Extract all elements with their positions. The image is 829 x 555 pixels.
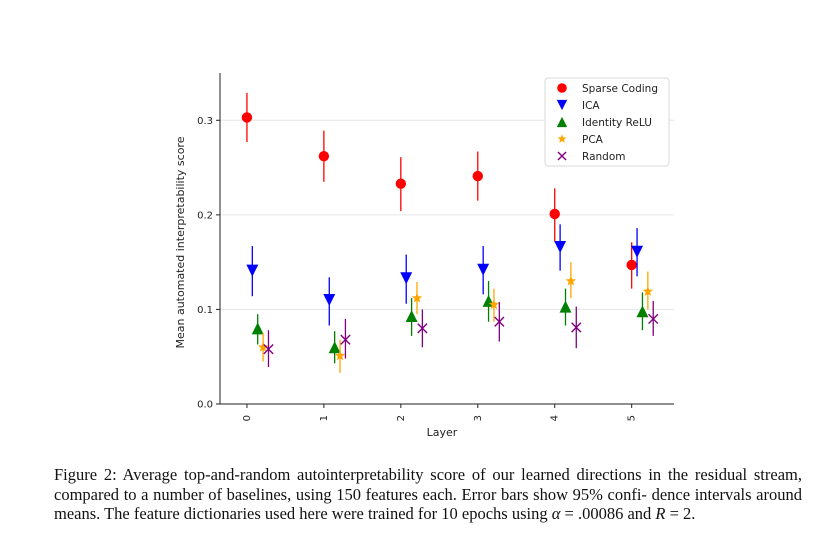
x-tick-label: 2 [396, 415, 407, 421]
x-tick-label: 0 [242, 415, 253, 421]
point-ica [400, 272, 413, 285]
chart-svg: 0.0 0.1 0.2 0.3 0 1 2 3 4 5 Layer Mean automated in… [174, 73, 674, 439]
point-identity-relu [559, 300, 572, 313]
legend-box [544, 77, 670, 167]
legend-label-sparse-coding: Sparse Coding [582, 83, 658, 95]
point-ica [554, 241, 567, 253]
legend-label-ica: ICA [582, 100, 600, 112]
legend-marker-identity-relu [556, 116, 568, 128]
point-pca [642, 286, 654, 296]
y-tick-label: 0.3 [197, 116, 213, 127]
point-random [417, 323, 428, 334]
point-ica [631, 245, 644, 258]
caption-r: R [655, 504, 666, 523]
x-tick-label: 4 [550, 415, 561, 421]
point-identity-relu [251, 322, 264, 335]
legend-marker-random [557, 151, 567, 161]
caption-r-value: = 2. [665, 504, 696, 523]
point-sparse-coding [472, 170, 483, 182]
point-identity-relu [405, 310, 418, 323]
point-random [571, 322, 582, 333]
data-marks [241, 92, 659, 373]
point-random [340, 334, 351, 345]
point-pca [257, 341, 269, 352]
figure-caption: Figure 2: Average top-and-random autoint… [54, 465, 802, 524]
y-axis-title: Mean automated interpretability score [174, 136, 187, 348]
point-pca [334, 350, 346, 361]
caption-text: Figure 2: Average top-and-random autoint… [54, 465, 802, 523]
y-tick-label: 0.1 [197, 305, 213, 316]
legend-marker-pca [557, 134, 567, 143]
legend-label-identity-relu: Identity ReLU [582, 117, 652, 129]
legend-marker-sparse-coding [557, 83, 567, 93]
axes: 0.0 0.1 0.2 0.3 0 1 2 3 4 5 Layer Mean automated in… [174, 73, 674, 439]
point-sparse-coding [626, 259, 637, 271]
legend-label-pca: PCA [582, 134, 604, 146]
point-sparse-coding [241, 112, 253, 123]
point-sparse-coding [549, 208, 560, 220]
legend-marker-ica [556, 99, 568, 111]
point-ica [246, 264, 259, 277]
caption-alpha-value: = .00086 and [560, 504, 656, 523]
x-tick-label: 5 [627, 415, 638, 421]
point-sparse-coding [395, 178, 407, 189]
x-axis-title: Layer [427, 426, 458, 439]
point-pca [565, 275, 577, 286]
point-ica [477, 263, 490, 276]
legend: Sparse Coding ICA Identity ReLU PCA Random [544, 77, 670, 167]
point-identity-relu [328, 341, 341, 354]
caption-alpha: α [551, 504, 561, 523]
x-tick-label: 1 [319, 415, 330, 421]
y-tick-label: 0.0 [197, 400, 213, 411]
x-tick-label: 3 [473, 415, 484, 421]
point-sparse-coding [318, 151, 330, 162]
point-pca [488, 299, 500, 310]
point-random [494, 316, 505, 327]
point-pca [411, 292, 423, 303]
point-identity-relu [636, 305, 649, 318]
y-tick-label: 0.2 [197, 210, 213, 221]
point-random [263, 343, 274, 355]
point-random [648, 313, 659, 325]
point-ica [323, 293, 336, 306]
legend-label-random: Random [582, 151, 625, 163]
